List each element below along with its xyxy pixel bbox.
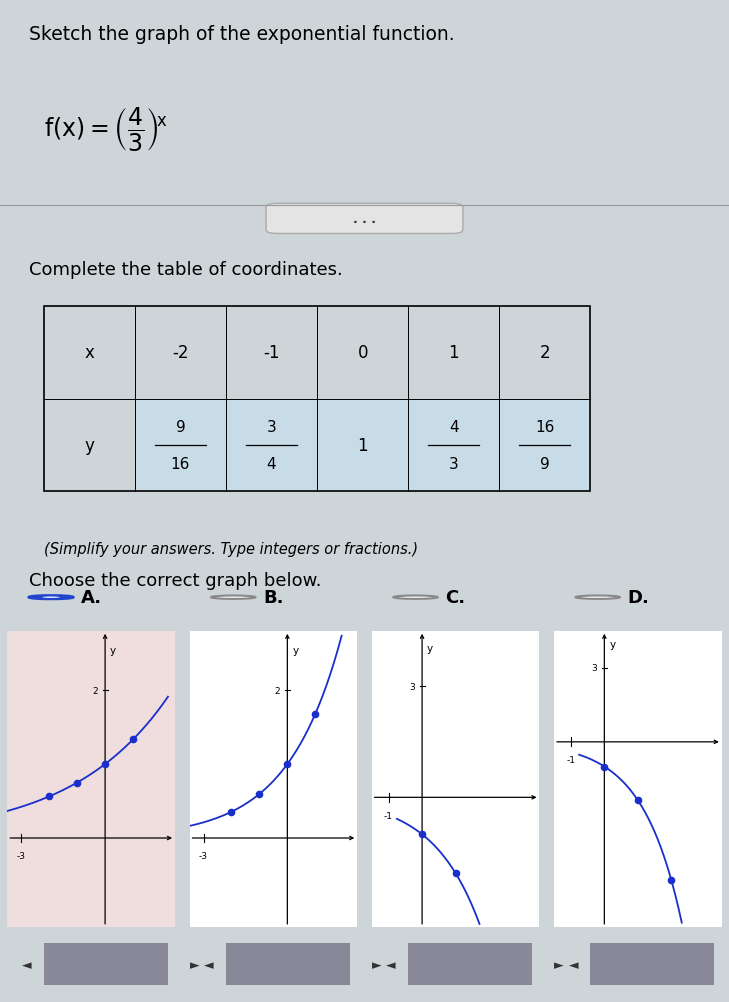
Text: ◄: ◄: [386, 958, 396, 971]
Bar: [226, 944, 350, 986]
Circle shape: [394, 596, 437, 599]
Text: B.: B.: [263, 588, 284, 606]
Text: 3: 3: [591, 663, 597, 672]
Text: (Simplify your answers. Type integers or fractions.): (Simplify your answers. Type integers or…: [44, 541, 418, 556]
Text: $\mathsf{f(x)} = \left(\dfrac{4}{3}\right)^{\!\mathsf{x}}$: $\mathsf{f(x)} = \left(\dfrac{4}{3}\righ…: [44, 105, 168, 153]
Text: ►: ►: [554, 958, 564, 971]
Text: A.: A.: [81, 588, 101, 606]
Circle shape: [42, 597, 60, 598]
Text: ◄: ◄: [569, 958, 578, 971]
Circle shape: [29, 596, 73, 599]
Text: 3: 3: [267, 420, 276, 435]
Text: 9: 9: [176, 420, 185, 435]
Text: 2: 2: [92, 686, 98, 694]
Text: -1: -1: [566, 756, 575, 765]
Text: . . .: . . .: [353, 212, 376, 225]
Text: ◄: ◄: [204, 958, 214, 971]
Text: 0: 0: [357, 344, 368, 362]
Text: 4: 4: [267, 456, 276, 471]
Text: -3: -3: [17, 852, 26, 861]
Circle shape: [576, 596, 620, 599]
Bar: [408, 944, 532, 986]
Text: ◄: ◄: [22, 958, 31, 971]
Text: y: y: [85, 437, 94, 455]
Text: 1: 1: [357, 437, 368, 455]
Text: D.: D.: [627, 588, 649, 606]
Text: ►: ►: [190, 958, 199, 971]
Text: 3: 3: [449, 456, 459, 471]
Text: 16: 16: [171, 456, 190, 471]
Text: C.: C.: [445, 588, 466, 606]
Text: y: y: [292, 645, 298, 655]
Text: 2: 2: [539, 344, 550, 362]
Text: x: x: [85, 344, 94, 362]
Text: 1: 1: [448, 344, 459, 362]
Text: 4: 4: [449, 420, 459, 435]
Text: -1: -1: [263, 344, 280, 362]
Bar: [590, 944, 714, 986]
Text: 9: 9: [540, 456, 550, 471]
Text: y: y: [609, 639, 615, 649]
FancyBboxPatch shape: [266, 204, 463, 234]
Text: -2: -2: [172, 344, 189, 362]
Circle shape: [211, 596, 255, 599]
Text: 3: 3: [409, 682, 415, 691]
Text: y: y: [110, 645, 116, 655]
Text: -1: -1: [384, 811, 393, 820]
Text: Sketch the graph of the exponential function.: Sketch the graph of the exponential func…: [29, 25, 455, 44]
Bar: [44, 944, 168, 986]
Text: 16: 16: [535, 420, 555, 435]
Text: y: y: [427, 643, 433, 653]
Text: Complete the table of coordinates.: Complete the table of coordinates.: [29, 261, 343, 279]
Text: Choose the correct graph below.: Choose the correct graph below.: [29, 571, 321, 589]
Text: -3: -3: [199, 852, 208, 861]
Text: ►: ►: [372, 958, 381, 971]
Text: 2: 2: [274, 686, 280, 694]
